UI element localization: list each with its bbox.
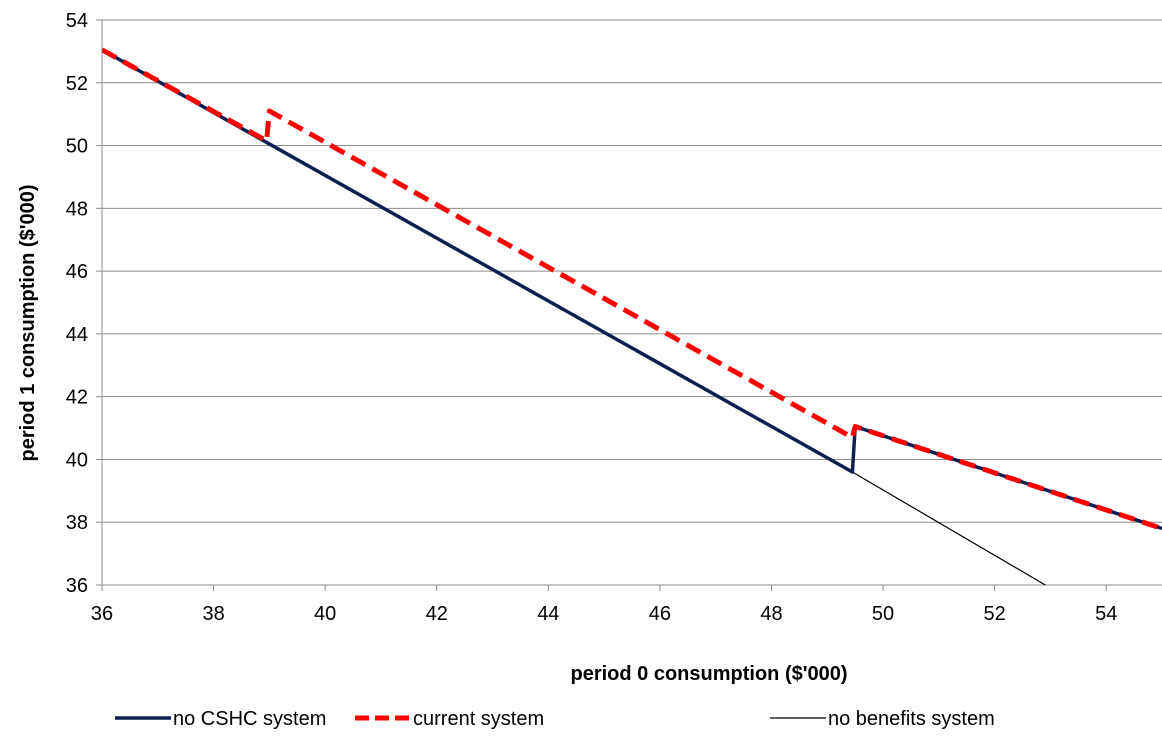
x-tick-label: 54 xyxy=(1095,603,1117,625)
x-tick-label: 46 xyxy=(649,603,671,625)
legend-label: no benefits system xyxy=(828,708,995,730)
series-line-current-system xyxy=(102,47,1162,531)
x-tick-label: 36 xyxy=(91,603,113,625)
x-tick-label: 48 xyxy=(760,603,782,625)
x-tick-label: 40 xyxy=(314,603,336,625)
y-tick-label: 42 xyxy=(66,387,88,409)
x-tick-label: 52 xyxy=(984,603,1006,625)
y-tick-label: 38 xyxy=(66,512,88,534)
x-tick-label: 50 xyxy=(872,603,894,625)
series-line-no-benefits-system xyxy=(852,471,1047,585)
y-tick-label: 54 xyxy=(66,10,88,32)
y-tick-label: 50 xyxy=(66,136,88,158)
y-axis-title: period 1 consumption ($'000) xyxy=(17,184,39,461)
y-tick-label: 44 xyxy=(66,324,88,346)
y-tick-label: 48 xyxy=(66,198,88,220)
y-tick-label: 36 xyxy=(66,575,88,597)
x-axis-title: period 0 consumption ($'000) xyxy=(570,663,847,685)
gridlines xyxy=(102,19,1162,586)
x-tick-label: 38 xyxy=(202,603,224,625)
legend-label: current system xyxy=(413,708,544,730)
plot-area xyxy=(101,20,1162,586)
y-tick-label: 52 xyxy=(66,73,88,95)
x-axis-ticks: 36 38 40 42 44 46 48 50 52 54 xyxy=(91,585,1117,625)
legend-label: no CSHC system xyxy=(173,708,326,730)
y-axis-ticks: 36 38 40 42 44 46 48 50 52 54 xyxy=(66,10,102,597)
x-tick-label: 42 xyxy=(426,603,448,625)
series-lines xyxy=(102,47,1162,585)
y-tick-label: 40 xyxy=(66,449,88,471)
y-tick-label: 46 xyxy=(66,261,88,283)
legend: no CSHC system current system no benefits … xyxy=(115,708,995,730)
series-line-no-cshc-system xyxy=(102,48,1162,531)
x-tick-label: 44 xyxy=(537,603,559,625)
